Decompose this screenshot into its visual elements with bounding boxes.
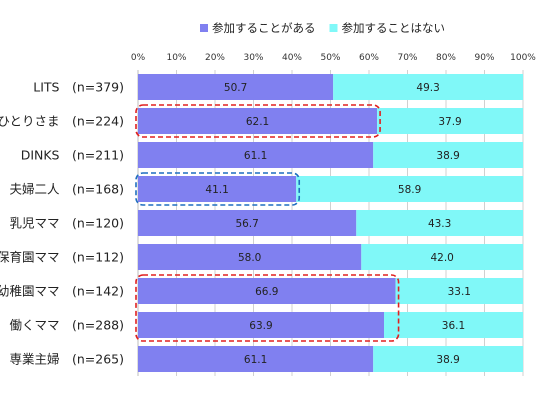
highlight-box-red <box>135 104 381 138</box>
x-tick-label: 0% <box>131 53 146 63</box>
bar-segment-1 <box>138 74 334 100</box>
bar-segment-2 <box>384 312 523 338</box>
highlight-box-blue <box>135 172 301 206</box>
x-tick-label: 80% <box>436 53 456 63</box>
category-label: 乳児ママ (n=120) <box>9 216 124 231</box>
data-label: 41.1 <box>205 184 228 196</box>
data-label: 62.1 <box>246 116 269 128</box>
category-label: 保育園ママ (n=112) <box>0 250 124 265</box>
data-label: 36.1 <box>442 320 465 332</box>
category-label: 夫婦二人 (n=168) <box>9 182 124 197</box>
data-label: 49.3 <box>416 82 439 94</box>
bar-segment-2 <box>395 278 523 304</box>
x-tick-label: 40% <box>282 53 302 63</box>
x-tick-label: 60% <box>359 53 379 63</box>
bar-segment-1 <box>138 346 374 372</box>
bar-segment-2 <box>296 176 523 202</box>
category-label: 幼稚園ママ (n=142) <box>0 284 124 299</box>
legend-label-1: 参加することがある <box>212 21 316 35</box>
category-label: 専業主婦 (n=265) <box>9 352 124 367</box>
data-label: 33.1 <box>448 286 471 298</box>
data-label: 50.7 <box>224 82 247 94</box>
category-label: 働くママ (n=288) <box>9 318 124 333</box>
legend-label-2: 参加することはない <box>342 21 446 35</box>
bar-segment-1 <box>138 108 378 134</box>
bar-segment-1 <box>138 312 385 338</box>
x-tick-label: 100% <box>510 53 536 63</box>
data-label: 37.9 <box>438 116 461 128</box>
data-label: 61.1 <box>244 150 267 162</box>
data-label: 38.9 <box>436 150 459 162</box>
bar-segment-2 <box>373 142 523 168</box>
x-tick-label: 70% <box>397 53 417 63</box>
bar-segment-1 <box>138 278 396 304</box>
bar-segment-1 <box>138 142 374 168</box>
category-label: LITS (n=379) <box>33 80 124 95</box>
bar-segment-1 <box>138 244 362 270</box>
bar-segment-2 <box>361 244 523 270</box>
data-label: 61.1 <box>244 354 267 366</box>
data-label: 43.3 <box>428 218 451 230</box>
data-label: 42.0 <box>430 252 453 264</box>
data-label: 66.9 <box>255 286 278 298</box>
data-label: 58.0 <box>238 252 261 264</box>
legend-swatch-2 <box>329 24 338 32</box>
highlight-box-red <box>135 274 400 342</box>
x-tick-label: 20% <box>205 53 225 63</box>
bar-segment-2 <box>377 108 523 134</box>
x-tick-label: 30% <box>243 53 263 63</box>
legend-swatch-1 <box>200 24 208 32</box>
x-tick-label: 90% <box>474 53 494 63</box>
bar-segment-2 <box>373 346 523 372</box>
x-tick-label: 50% <box>320 53 340 63</box>
x-tick-label: 10% <box>166 53 186 63</box>
data-label: 38.9 <box>436 354 459 366</box>
bar-segment-1 <box>138 176 297 202</box>
bar-segment-1 <box>138 210 357 236</box>
data-label: 58.9 <box>398 184 421 196</box>
category-label: DINKS (n=211) <box>21 148 124 163</box>
data-label: 56.7 <box>235 218 258 230</box>
bar-segment-2 <box>356 210 523 236</box>
data-label: 63.9 <box>249 320 272 332</box>
category-label: おひとりさま (n=224) <box>0 114 124 129</box>
bar-segment-2 <box>333 74 523 100</box>
